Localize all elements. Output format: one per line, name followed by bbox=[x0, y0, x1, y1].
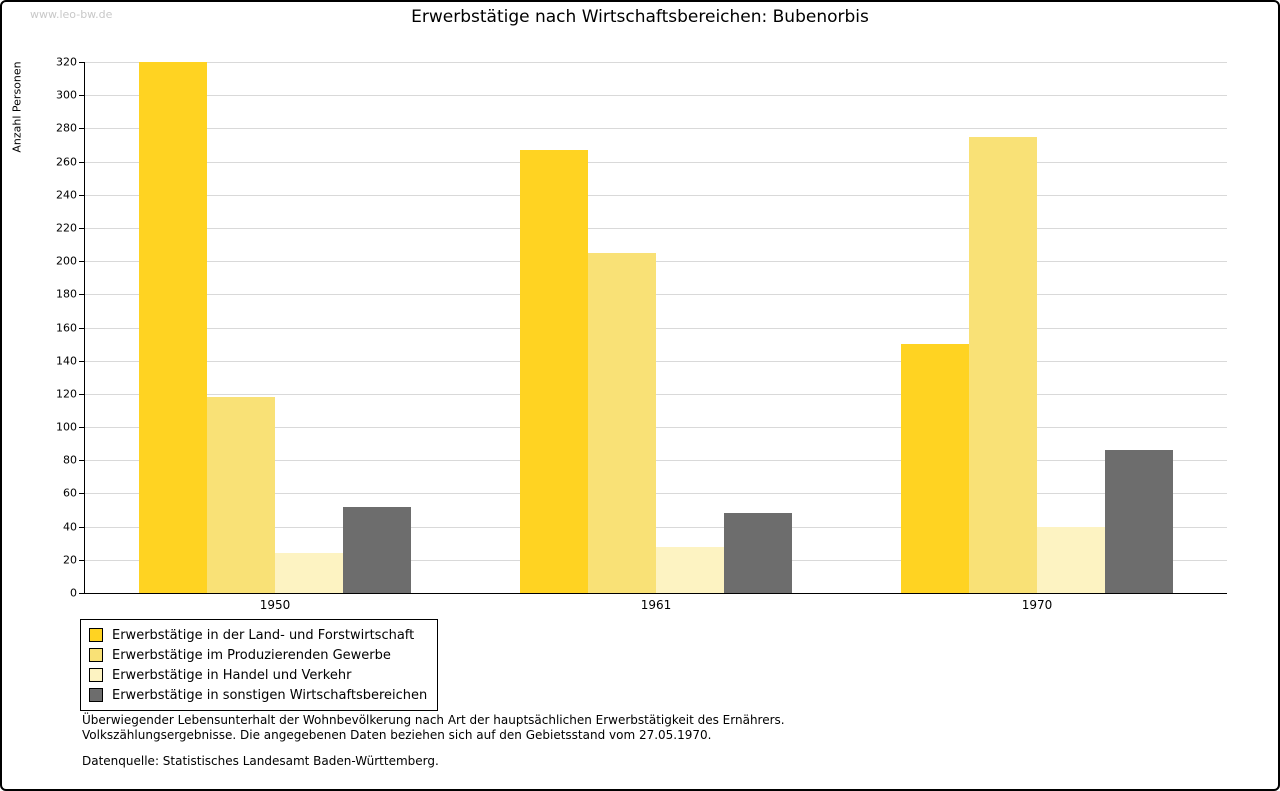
legend-item: Erwerbstätige in sonstigen Wirtschaftsbe… bbox=[89, 685, 427, 705]
y-tick-label: 140 bbox=[56, 354, 77, 368]
y-tick-label: 220 bbox=[56, 221, 77, 235]
y-tick-label: 100 bbox=[56, 420, 77, 434]
y-tick-label: 80 bbox=[63, 453, 77, 467]
footnote-line-1: Überwiegender Lebensunterhalt der Wohnbe… bbox=[82, 713, 785, 727]
footnote-source: Datenquelle: Statistisches Landesamt Bad… bbox=[82, 754, 439, 768]
bar bbox=[656, 547, 724, 593]
x-tick-label: 1950 bbox=[259, 598, 291, 612]
y-tick-label: 40 bbox=[63, 520, 77, 534]
y-tick-mark bbox=[79, 95, 84, 96]
legend-swatch bbox=[89, 688, 103, 702]
bar bbox=[1037, 527, 1105, 593]
bar bbox=[969, 137, 1037, 593]
gridline bbox=[84, 228, 1227, 229]
bar bbox=[724, 513, 792, 593]
y-tick-mark bbox=[79, 427, 84, 428]
footnotes: Überwiegender Lebensunterhalt der Wohnbe… bbox=[82, 713, 785, 769]
y-tick-label: 20 bbox=[63, 553, 77, 567]
y-tick-mark bbox=[79, 394, 84, 395]
bar bbox=[520, 150, 588, 593]
y-tick-mark bbox=[79, 493, 84, 494]
gridline bbox=[84, 128, 1227, 129]
y-tick-label: 240 bbox=[56, 188, 77, 202]
x-axis-line bbox=[84, 593, 1227, 594]
legend-label: Erwerbstätige in sonstigen Wirtschaftsbe… bbox=[112, 687, 428, 703]
legend-item: Erwerbstätige im Produzierenden Gewerbe bbox=[89, 645, 427, 665]
chart-title: Erwerbstätige nach Wirtschaftsbereichen:… bbox=[411, 7, 869, 27]
bar bbox=[901, 344, 969, 593]
watermark: www.leo-bw.de bbox=[30, 8, 113, 21]
y-tick-label: 300 bbox=[56, 88, 77, 102]
y-axis-line bbox=[84, 62, 85, 593]
gridline bbox=[84, 162, 1227, 163]
y-tick-mark bbox=[79, 128, 84, 129]
y-tick-mark bbox=[79, 527, 84, 528]
x-tick-label: 1961 bbox=[640, 598, 672, 612]
y-tick-label: 260 bbox=[56, 155, 77, 169]
y-tick-mark bbox=[79, 294, 84, 295]
legend-item: Erwerbstätige in der Land- und Forstwirt… bbox=[89, 625, 427, 645]
y-tick-label: 180 bbox=[56, 287, 77, 301]
y-tick-label: 320 bbox=[56, 55, 77, 69]
y-tick-label: 200 bbox=[56, 254, 77, 268]
y-tick-mark bbox=[79, 560, 84, 561]
y-tick-mark bbox=[79, 593, 84, 594]
legend-label: Erwerbstätige in der Land- und Forstwirt… bbox=[112, 627, 415, 643]
gridline bbox=[84, 195, 1227, 196]
y-tick-label: 0 bbox=[70, 586, 77, 600]
y-tick-mark bbox=[79, 460, 84, 461]
y-tick-label: 280 bbox=[56, 121, 77, 135]
x-tick-label: 1970 bbox=[1021, 598, 1053, 612]
y-tick-mark bbox=[79, 228, 84, 229]
y-tick-label: 120 bbox=[56, 387, 77, 401]
gridline bbox=[84, 62, 1227, 63]
y-tick-mark bbox=[79, 328, 84, 329]
bar bbox=[207, 397, 275, 593]
y-tick-mark bbox=[79, 195, 84, 196]
legend-label: Erwerbstätige in Handel und Verkehr bbox=[112, 667, 352, 683]
y-tick-mark bbox=[79, 162, 84, 163]
y-tick-mark bbox=[79, 261, 84, 262]
legend-swatch bbox=[89, 628, 103, 642]
legend-swatch bbox=[89, 648, 103, 662]
legend-label: Erwerbstätige im Produzierenden Gewerbe bbox=[112, 647, 391, 663]
bar bbox=[275, 553, 343, 593]
y-tick-label: 60 bbox=[63, 486, 77, 500]
bar bbox=[588, 253, 656, 593]
legend-swatch bbox=[89, 668, 103, 682]
legend: Erwerbstätige in der Land- und Forstwirt… bbox=[80, 619, 439, 711]
y-tick-mark bbox=[79, 361, 84, 362]
y-tick-label: 160 bbox=[56, 321, 77, 335]
footnote-line-2: Volkszählungsergebnisse. Die angegebenen… bbox=[82, 728, 712, 742]
bar bbox=[139, 62, 207, 593]
bar bbox=[1105, 450, 1173, 593]
legend-item: Erwerbstätige in Handel und Verkehr bbox=[89, 665, 427, 685]
y-tick-mark bbox=[79, 62, 84, 63]
bar bbox=[343, 507, 411, 593]
gridline bbox=[84, 95, 1227, 96]
